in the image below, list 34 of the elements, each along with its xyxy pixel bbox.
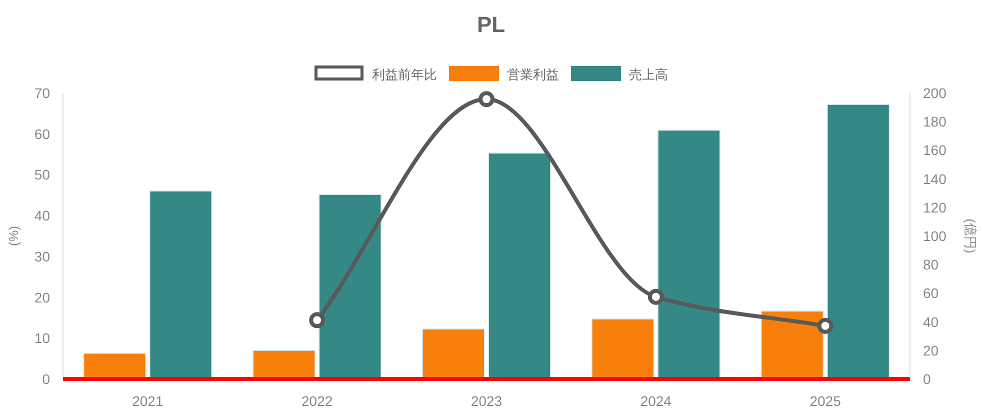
y2-tick-label: 140 — [923, 170, 947, 187]
x-tick-label: 2022 — [302, 393, 333, 409]
point — [478, 91, 494, 108]
y2-tick-label: 160 — [923, 142, 947, 158]
y-tick-label: 30 — [34, 248, 50, 264]
y2-tick-label: 200 — [923, 85, 947, 101]
y2-tick-label: 40 — [923, 314, 939, 330]
legend-label: 売上高 — [629, 67, 668, 82]
y2-tick-label: 20 — [923, 342, 939, 358]
point — [817, 318, 834, 334]
y-tick-label: 70 — [34, 85, 50, 101]
y-axis-title: (%) — [6, 226, 21, 246]
y2-tick-label: 80 — [923, 256, 939, 273]
y2-axis-title: (億円) — [963, 218, 978, 254]
y-tick-label: 10 — [34, 330, 50, 346]
y-tick-label: 50 — [34, 166, 50, 183]
x-tick-label: 2023 — [470, 393, 502, 409]
y2-tick-label: 0 — [923, 371, 931, 387]
x-tick-label: 2025 — [810, 393, 842, 409]
y-tick-label: 0 — [42, 371, 50, 387]
legend-label: 営業利益 — [507, 67, 559, 82]
x-tick-label: 2024 — [640, 393, 672, 409]
y-tick-label: 60 — [34, 126, 50, 142]
legend-label: 利益前年比 — [372, 67, 437, 82]
x-tick-label: 2021 — [132, 393, 164, 409]
y2-tick-label: 60 — [923, 285, 939, 302]
chart-title: PL — [476, 12, 506, 37]
y-tick-label: 20 — [34, 289, 50, 306]
point — [648, 288, 664, 305]
y2-tick-label: 100 — [923, 228, 947, 244]
y2-tick-label: 180 — [923, 114, 947, 130]
y-tick-label: 40 — [34, 208, 50, 224]
point — [309, 312, 326, 328]
y2-tick-label: 120 — [923, 199, 947, 216]
